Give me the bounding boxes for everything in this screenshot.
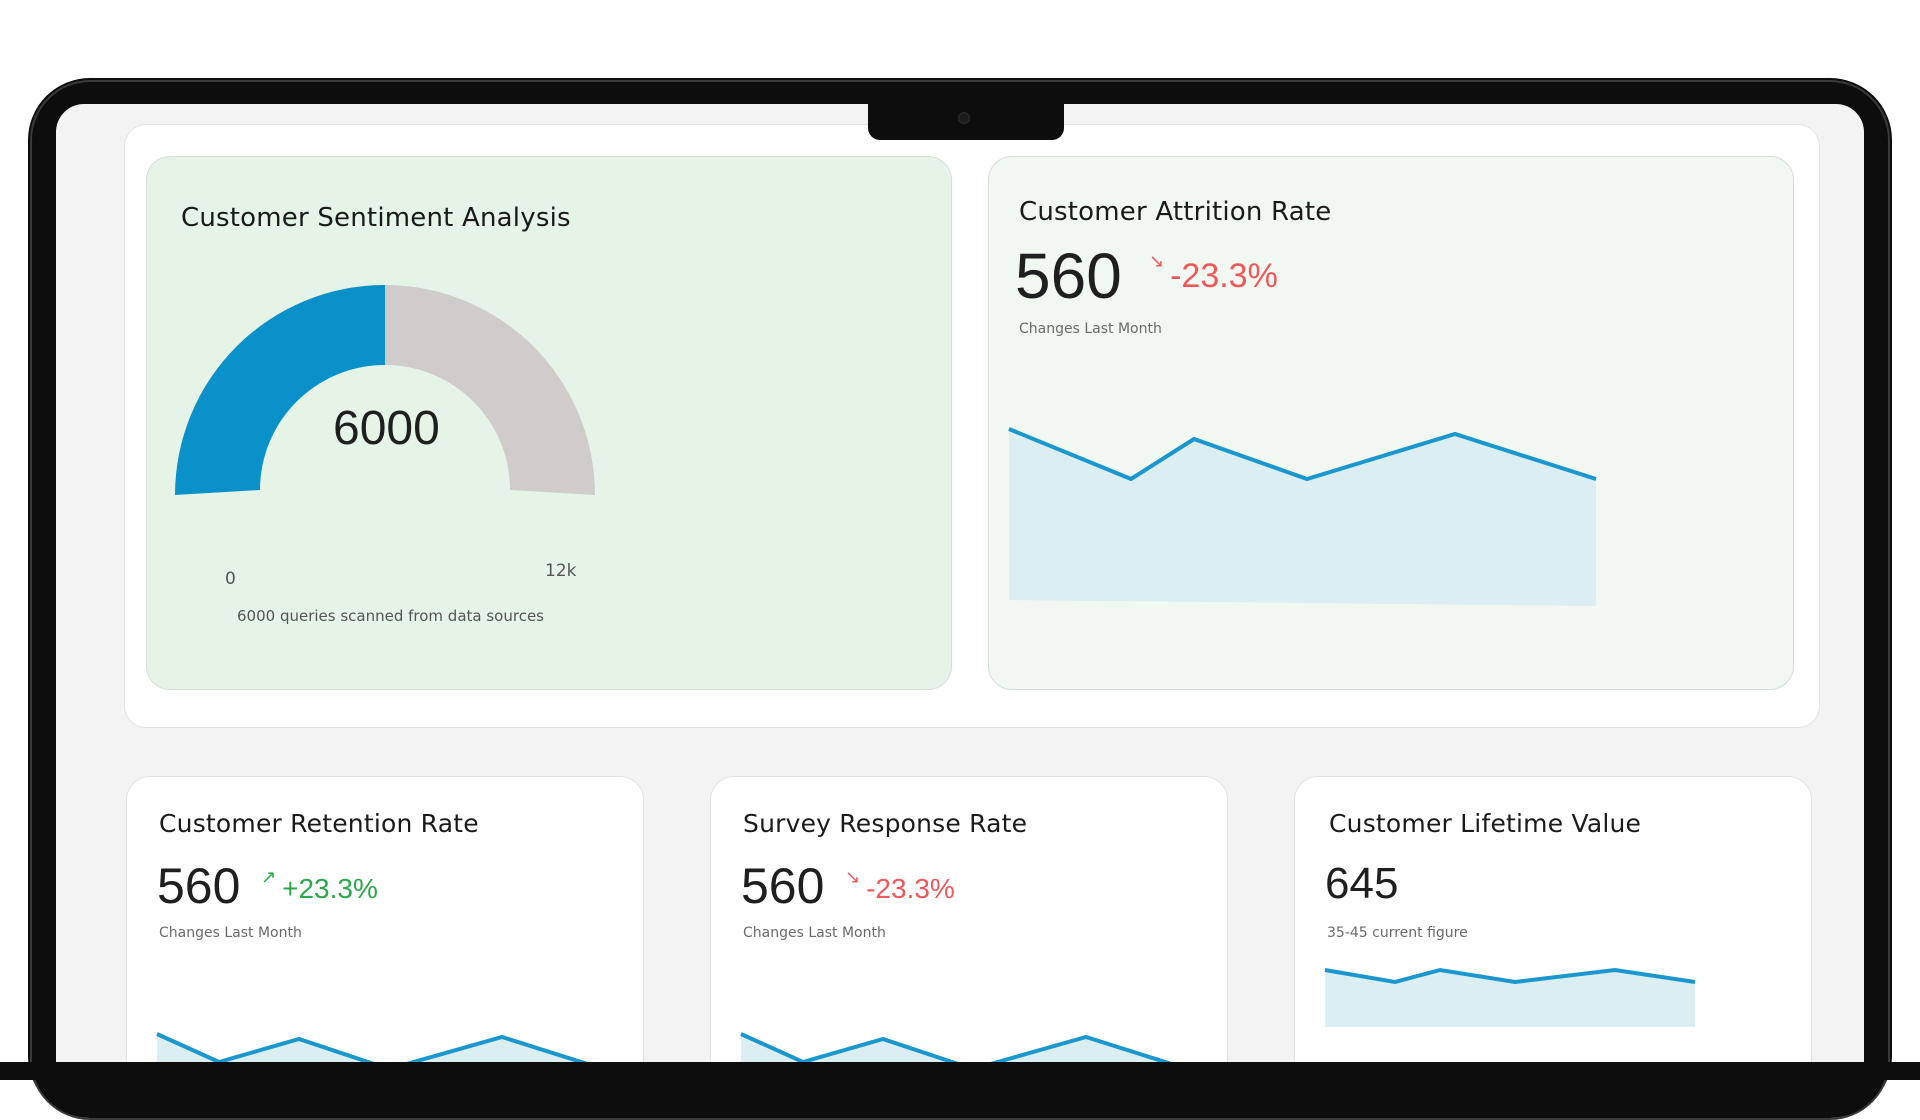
survey-title: Survey Response Rate bbox=[743, 809, 1028, 838]
survey-value: 560 bbox=[741, 858, 825, 914]
attrition-change: ↘ -23.3% bbox=[1149, 251, 1278, 296]
sentiment-caption: 6000 queries scanned from data sources bbox=[237, 607, 544, 625]
gauge-filled-arc bbox=[175, 285, 385, 495]
attrition-value: 560 bbox=[1015, 240, 1122, 312]
retention-area bbox=[157, 1034, 588, 1064]
survey-sparkline bbox=[740, 1032, 1179, 1064]
sentiment-title: Customer Sentiment Analysis bbox=[181, 203, 571, 233]
retention-change: ↗ +23.3% bbox=[261, 867, 378, 905]
clv-card: Customer Lifetime Value 645 35-45 curren… bbox=[1294, 776, 1812, 1064]
arrow-down-icon: ↘ bbox=[845, 867, 861, 887]
clv-title: Customer Lifetime Value bbox=[1329, 809, 1642, 838]
survey-change-value: -23.3% bbox=[866, 873, 955, 904]
clv-next-value: 1045 bbox=[1325, 1055, 1423, 1064]
survey-area bbox=[741, 1034, 1172, 1064]
sentiment-gauge bbox=[175, 285, 595, 495]
attrition-change-value: -23.3% bbox=[1170, 257, 1278, 295]
gauge-min-label: 0 bbox=[225, 569, 236, 589]
laptop-bottom-bezel bbox=[0, 1062, 1920, 1080]
attrition-caption: Changes Last Month bbox=[1019, 321, 1162, 337]
retention-caption: Changes Last Month bbox=[159, 925, 302, 941]
survey-card: Survey Response Rate 560 ↘ -23.3% Changes… bbox=[710, 776, 1228, 1064]
arrow-down-icon: ↘ bbox=[1149, 251, 1165, 271]
attrition-sparkline bbox=[1008, 427, 1597, 606]
gauge-remaining-arc bbox=[385, 285, 595, 495]
retention-line bbox=[156, 1032, 595, 1064]
retention-card: Customer Retention Rate 560 ↗ +23.3% Chan… bbox=[126, 776, 644, 1064]
sentiment-value: 6000 bbox=[333, 402, 440, 455]
clv-caption: 35-45 current figure bbox=[1327, 925, 1468, 941]
attrition-title: Customer Attrition Rate bbox=[1019, 197, 1332, 227]
gauge-max-label: 12k bbox=[545, 561, 577, 581]
retention-sparkline bbox=[156, 1032, 595, 1064]
dashboard-screen: Customer Sentiment Analysis 6000 0 12k 6… bbox=[56, 104, 1864, 1064]
survey-change: ↘ -23.3% bbox=[845, 867, 955, 905]
attrition-area bbox=[1009, 429, 1596, 606]
camera-icon bbox=[958, 112, 970, 124]
clv-line bbox=[1324, 967, 1696, 985]
attrition-line bbox=[1008, 427, 1597, 482]
clv-area bbox=[1325, 970, 1695, 1027]
clv-sparkline bbox=[1324, 967, 1696, 1027]
retention-change-value: +23.3% bbox=[282, 873, 378, 904]
survey-line bbox=[740, 1032, 1179, 1064]
survey-caption: Changes Last Month bbox=[743, 925, 886, 941]
retention-value: 560 bbox=[157, 858, 241, 914]
arrow-up-icon: ↗ bbox=[261, 867, 277, 887]
clv-value: 645 bbox=[1325, 859, 1399, 908]
attrition-card: Customer Attrition Rate 560 ↘ -23.3% Chan… bbox=[988, 156, 1794, 690]
retention-title: Customer Retention Rate bbox=[159, 809, 479, 838]
sentiment-card: Customer Sentiment Analysis 6000 0 12k 6… bbox=[146, 156, 952, 690]
